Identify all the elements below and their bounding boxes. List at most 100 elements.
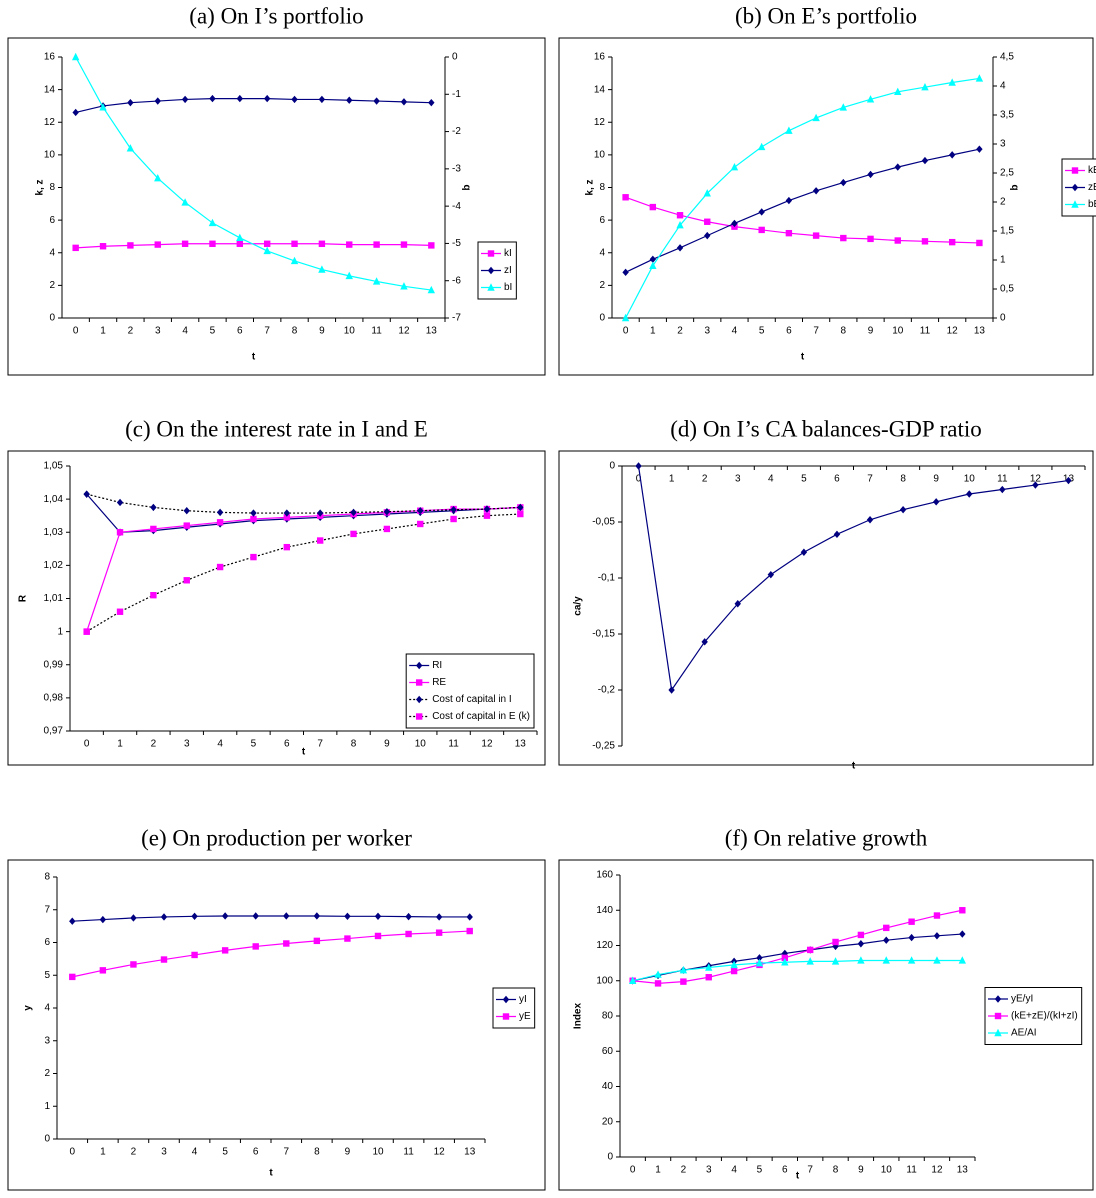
marker	[730, 960, 738, 969]
y-tick-label: 120	[596, 940, 613, 951]
x-tick-label: 10	[964, 474, 976, 485]
y-tick-label: 5	[44, 970, 50, 981]
x-tick-label: 8	[833, 1165, 839, 1176]
y-tick-label: 2	[49, 280, 55, 291]
marker	[83, 628, 90, 635]
marker	[487, 266, 495, 275]
x-tick-label: 0	[84, 739, 90, 750]
marker	[99, 915, 107, 924]
x-tick-label: 5	[757, 1165, 763, 1176]
x-tick-label: 8	[314, 1147, 320, 1158]
y-tick-label: 0	[609, 461, 615, 472]
marker	[208, 218, 217, 227]
y2-tick-label: 2	[1000, 197, 1006, 208]
marker	[730, 163, 739, 171]
marker	[160, 956, 168, 963]
marker	[373, 97, 380, 105]
x-tick-label: 12	[947, 326, 959, 337]
marker	[250, 515, 257, 523]
marker	[350, 530, 357, 538]
marker	[517, 503, 524, 512]
y-axis-label: y	[23, 1005, 34, 1011]
marker	[654, 970, 662, 978]
panel-frame	[7, 450, 546, 766]
marker	[69, 917, 76, 925]
marker	[374, 912, 382, 920]
marker	[1032, 481, 1039, 489]
marker	[344, 935, 351, 942]
marker	[263, 240, 271, 247]
y-tick-label: 100	[596, 975, 613, 986]
marker	[907, 956, 916, 964]
marker	[734, 600, 741, 608]
x-axis-label: t	[252, 352, 256, 363]
y2-tick-label: -3	[452, 163, 461, 174]
marker	[731, 219, 738, 228]
marker	[806, 946, 814, 954]
y-tick-label: 14	[44, 84, 56, 95]
marker	[933, 932, 941, 940]
x-tick-label: 0	[636, 474, 642, 485]
marker	[417, 520, 424, 528]
x-tick-label: 5	[210, 326, 216, 337]
marker	[183, 577, 190, 584]
marker	[883, 936, 890, 944]
y2-tick-label: 0	[452, 52, 458, 63]
marker	[502, 1013, 510, 1020]
y2-axis-label: b	[1010, 184, 1021, 190]
marker	[994, 995, 1002, 1003]
marker	[181, 198, 189, 206]
panel-frame	[7, 859, 546, 1191]
x-tick-label: 0	[623, 326, 629, 337]
panel-caption: (b) On E’s portfolio	[735, 3, 917, 28]
y-tick-label: 0	[44, 1134, 50, 1145]
panel-caption: (d) On I’s CA balances-GDP ratio	[670, 416, 982, 441]
x-tick-label: 9	[345, 1147, 351, 1158]
marker	[894, 237, 901, 244]
marker	[216, 563, 224, 571]
y-tick-label: -0,1	[598, 573, 616, 584]
marker	[181, 95, 189, 104]
legend-label: kI	[504, 248, 512, 259]
x-tick-label: 1	[100, 1147, 106, 1158]
marker	[283, 509, 291, 517]
y-tick-label: 60	[602, 1046, 614, 1057]
x-tick-label: 10	[344, 326, 356, 337]
marker	[283, 940, 290, 947]
marker	[72, 244, 79, 252]
marker	[252, 912, 259, 920]
x-tick-label: 4	[217, 739, 223, 750]
marker	[756, 954, 763, 962]
y2-tick-label: -4	[452, 201, 461, 212]
marker	[72, 108, 79, 117]
marker	[191, 951, 198, 959]
marker	[676, 221, 684, 229]
marker	[668, 686, 675, 694]
marker	[466, 913, 473, 921]
panel-caption: (c) On the interest rate in I and E	[125, 416, 428, 441]
x-tick-label: 8	[841, 326, 847, 337]
y2-tick-label: 4	[1000, 81, 1006, 92]
x-tick-label: 12	[481, 739, 493, 750]
x-tick-label: 1	[100, 326, 106, 337]
marker	[221, 912, 229, 920]
marker	[704, 231, 711, 240]
marker	[883, 924, 890, 932]
x-tick-label: 11	[906, 1165, 917, 1176]
x-axis-label: t	[269, 1168, 273, 1179]
marker	[806, 957, 814, 965]
x-tick-label: 13	[426, 326, 438, 337]
marker	[758, 208, 765, 216]
marker	[899, 505, 907, 514]
marker	[948, 78, 956, 86]
marker	[150, 591, 157, 599]
marker	[767, 570, 775, 579]
marker	[236, 94, 244, 103]
marker	[635, 462, 642, 470]
marker	[400, 98, 408, 106]
marker	[785, 229, 793, 237]
marker	[781, 954, 789, 962]
legend-label: bI	[504, 282, 512, 293]
marker	[785, 126, 793, 134]
marker	[649, 255, 657, 263]
